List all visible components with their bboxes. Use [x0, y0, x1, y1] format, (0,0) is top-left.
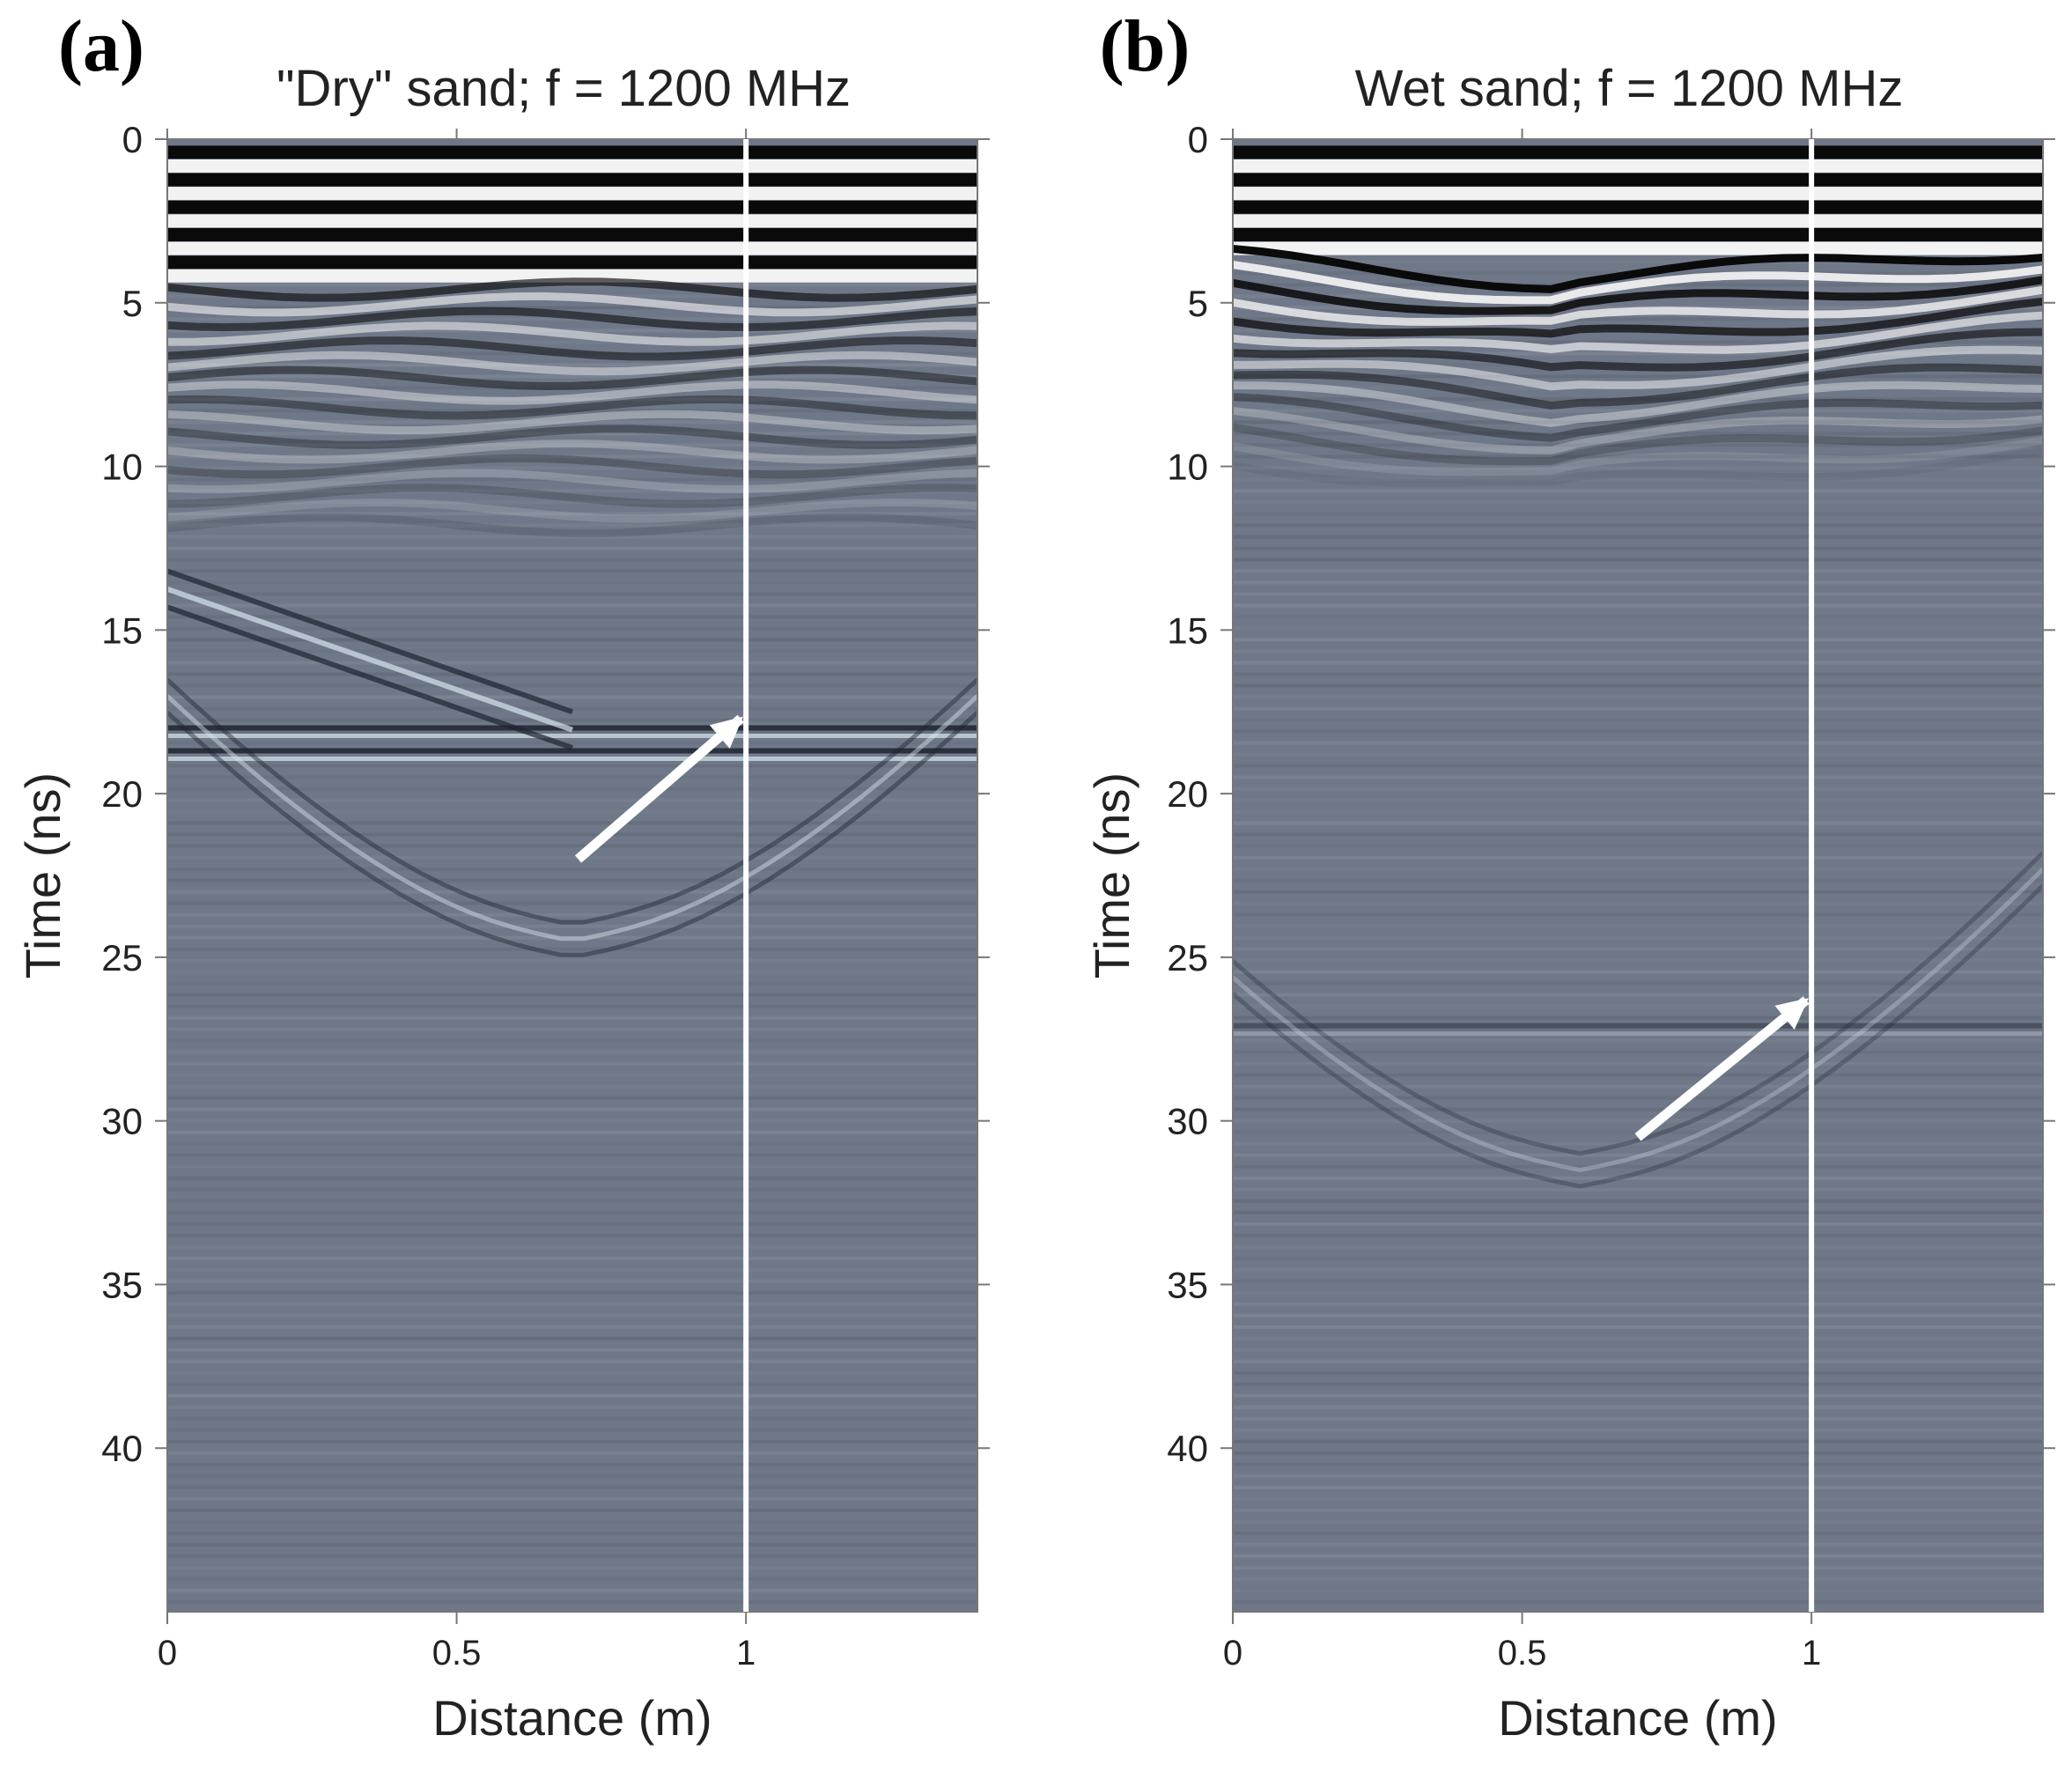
panel-label: (b) — [1100, 5, 1191, 87]
diffraction-hyperbola — [167, 710, 977, 957]
y-tick-label: 30 — [1167, 1101, 1208, 1142]
y-tick-label: 0 — [1188, 119, 1208, 160]
y-tick-label: 40 — [101, 1428, 143, 1469]
diffraction-hyperbola — [1233, 868, 2043, 1172]
plot-frame — [1232, 138, 2044, 1613]
diffraction-hyperbola — [167, 694, 977, 942]
plot-frame — [166, 138, 978, 1613]
chart-title: "Dry" sand; f = 1200 MHz — [277, 60, 851, 117]
ringing-layer — [1233, 285, 2043, 326]
ringing-layer — [167, 336, 977, 361]
dipping-event — [167, 604, 573, 750]
y-tick-label: 10 — [1167, 447, 1208, 488]
ringing-layer — [1233, 423, 2043, 466]
ringing-layer — [167, 425, 977, 449]
plot-background — [167, 139, 977, 1612]
y-tick-label: 35 — [1167, 1264, 1208, 1305]
diffraction-hyperbola — [1233, 883, 2043, 1189]
ringing-layer — [1233, 345, 2043, 391]
ringing-layer — [167, 277, 977, 302]
y-tick-label: 20 — [1167, 773, 1208, 815]
ringing-layer — [1233, 311, 2043, 354]
radargram-image — [167, 145, 977, 1604]
ringing-layer — [167, 439, 977, 464]
ringing-layer — [167, 410, 977, 435]
ringing-layer — [167, 321, 977, 346]
ringing-layer — [1233, 436, 2043, 476]
ringing-layer — [1233, 297, 2043, 338]
ringing-layer — [1233, 276, 2043, 315]
ringing-layer — [1233, 363, 2043, 410]
y-tick-label: 40 — [1167, 1428, 1208, 1469]
diffraction-hyperbola — [167, 677, 977, 925]
y-tick-label: 5 — [1188, 283, 1208, 324]
chart-title: Wet sand; f = 1200 MHz — [1355, 60, 1904, 117]
y-tick-label: 10 — [101, 447, 143, 488]
y-tick-label: 20 — [101, 773, 143, 815]
radargram-image — [1233, 145, 2043, 1604]
y-axis-label: Time (ns) — [15, 772, 70, 979]
y-tick-label: 5 — [122, 283, 143, 324]
y-tick-label: 0 — [122, 119, 143, 160]
y-tick-label: 25 — [1167, 937, 1208, 979]
dipping-event — [167, 568, 573, 715]
ringing-layer — [1233, 245, 2043, 293]
y-tick-label: 15 — [101, 609, 143, 651]
ringing-layer — [167, 380, 977, 405]
ringing-layer — [167, 498, 977, 523]
x-axis-label: Distance (m) — [1498, 1690, 1777, 1746]
x-tick-label: 1 — [1802, 1634, 1821, 1673]
panel-label: (a) — [58, 5, 144, 87]
y-axis-label: Time (ns) — [1084, 772, 1139, 979]
x-tick-label: 0.5 — [432, 1634, 482, 1673]
ringing-layer — [167, 484, 977, 508]
plot-background — [1233, 139, 2043, 1612]
y-tick-label: 30 — [101, 1101, 143, 1142]
ringing-layer — [167, 395, 977, 420]
diffraction-hyperbola — [1233, 851, 2043, 1156]
ringing-layer — [167, 351, 977, 376]
dipping-event — [167, 587, 573, 733]
ringing-layer — [167, 306, 977, 332]
ringing-layer — [1233, 407, 2043, 454]
x-tick-label: 0 — [158, 1634, 177, 1673]
ringing-layer — [1233, 393, 2043, 442]
ringing-layer — [1233, 328, 2043, 372]
ringing-layer — [1233, 447, 2043, 487]
annotation-arrow — [1634, 996, 1810, 1141]
y-tick-label: 15 — [1167, 609, 1208, 651]
x-tick-label: 0.5 — [1498, 1634, 1547, 1673]
x-axis-label: Distance (m) — [432, 1690, 712, 1746]
ringing-layer — [167, 292, 977, 317]
ringing-layer — [167, 469, 977, 494]
ringing-layer — [167, 513, 977, 538]
ringing-layer — [167, 366, 977, 391]
y-tick-label: 35 — [101, 1264, 143, 1305]
x-tick-label: 0 — [1223, 1634, 1242, 1673]
ringing-layer — [167, 454, 977, 479]
ringing-layer — [1233, 380, 2043, 427]
x-tick-label: 1 — [736, 1634, 756, 1673]
annotation-arrow — [574, 714, 744, 863]
ringing-layer — [1233, 261, 2043, 305]
y-tick-label: 25 — [101, 937, 143, 979]
